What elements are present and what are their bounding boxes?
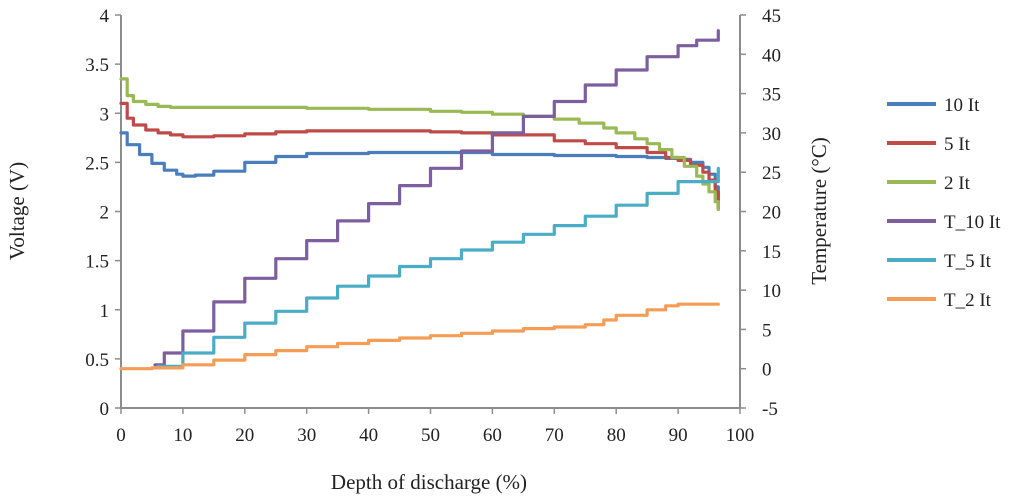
- series-line-10-it: [119, 131, 720, 209]
- y-tick-label: 0: [100, 399, 110, 420]
- series-line-t-2-it: [119, 302, 720, 371]
- y2-tick-label: 20: [762, 203, 781, 224]
- x-tick-label: 90: [669, 425, 688, 446]
- series-line-t-10-it: [153, 29, 720, 367]
- y-axis-title: Voltage (V): [5, 162, 29, 260]
- x-tick-label: 40: [359, 425, 378, 446]
- series-line-2-it: [119, 77, 720, 212]
- series-line-5-it: [119, 101, 720, 211]
- y2-axis-title: Temperature (°C): [807, 137, 831, 284]
- legend-label-5-it: 5 It: [944, 134, 971, 155]
- y-tick-label: 3: [100, 104, 110, 125]
- legend-label-t-5-it: T_5 It: [944, 251, 992, 272]
- x-tick-label: 60: [483, 425, 502, 446]
- x-tick-label: 10: [173, 425, 192, 446]
- y2-tick-label: 10: [762, 281, 781, 302]
- y2-tick-label: -5: [762, 399, 778, 420]
- x-tick-label: 100: [726, 425, 755, 446]
- legend: 10 It 5 It 2 It T_10 It T_5 It T_2 It: [887, 95, 1001, 311]
- x-tick-label: 70: [545, 425, 564, 446]
- y2-tick-label: 30: [762, 124, 781, 145]
- legend-label-2-it: 2 It: [944, 173, 971, 194]
- series-layer: [119, 29, 720, 371]
- y2-tick-label: 40: [762, 45, 781, 66]
- y2-tick-label: 0: [762, 360, 772, 381]
- x-tick-label: 50: [421, 425, 440, 446]
- y-tick-label: 3.5: [85, 55, 109, 76]
- y-tick-label: 4: [100, 6, 110, 27]
- legend-label-t-10-it: T_10 It: [944, 212, 1001, 233]
- legend-label-t-2-it: T_2 It: [944, 290, 992, 311]
- x-tick-label: 80: [607, 425, 626, 446]
- y-tick-label: 0.5: [85, 350, 109, 371]
- y2-tick-label: 25: [762, 163, 781, 184]
- y-tick-label: 1: [100, 301, 110, 322]
- y2-tick-label: 35: [762, 85, 781, 106]
- x-tick-label: 0: [116, 425, 126, 446]
- axes: 0 10 20 30 40 50 60 70 80 90 10000.511.522.533.54-…: [85, 6, 781, 446]
- legend-label-10-it: 10 It: [944, 95, 980, 116]
- y2-tick-label: 5: [762, 320, 772, 341]
- x-tick-label: 20: [235, 425, 254, 446]
- series-line-t-5-it: [156, 166, 720, 368]
- y-tick-label: 2.5: [85, 153, 109, 174]
- y2-tick-label: 45: [762, 6, 781, 27]
- y-tick-label: 1.5: [85, 252, 109, 273]
- x-axis-title: Depth of discharge (%): [331, 470, 527, 494]
- x-tick-label: 30: [297, 425, 316, 446]
- y-tick-label: 2: [100, 203, 110, 224]
- y2-tick-label: 15: [762, 242, 781, 263]
